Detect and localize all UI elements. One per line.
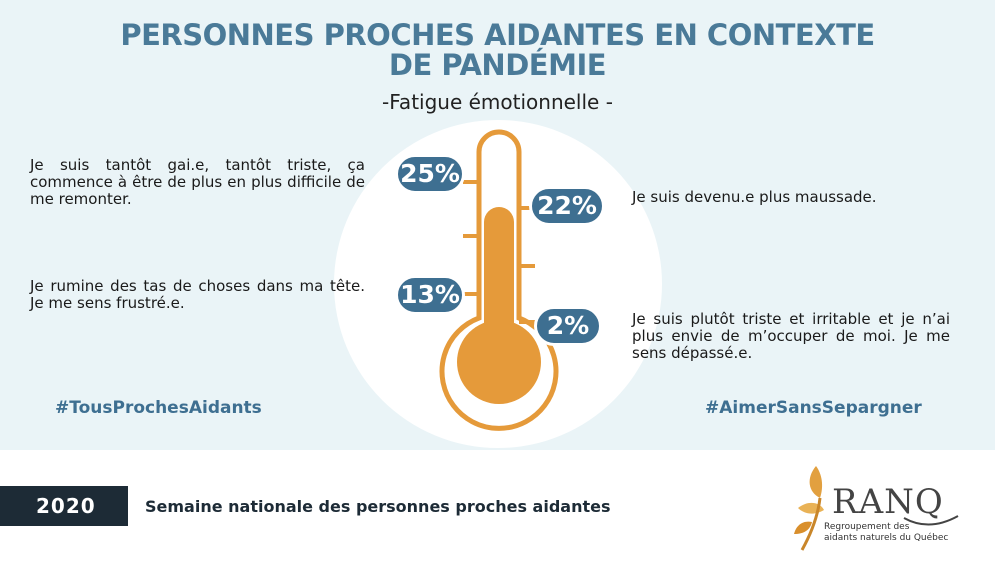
footer-text: Semaine nationale des personnes proches … (145, 497, 611, 516)
logo-sub-line-2: aidants naturels du Québec (824, 533, 949, 543)
percent-badge-22: 22% (529, 186, 605, 226)
item-text-25: Je suis tantôt gai.e, tantôt triste, ça … (30, 156, 365, 208)
title-line-1: PERSONNES PROCHES AIDANTES EN CONTEXTE (120, 18, 875, 52)
percent-badge-13: 13% (395, 275, 465, 315)
thermometer-icon (439, 129, 559, 431)
page-subtitle: -Fatigue émotionnelle - (382, 90, 613, 114)
item-text-2: Je suis plutôt triste et irritable et je… (632, 310, 950, 362)
ranq-logo: RANQ Regroupement des aidants naturels d… (790, 460, 970, 555)
item-text-22: Je suis devenu.e plus maussade. (632, 188, 877, 206)
percent-badge-25: 25% (395, 154, 465, 194)
item-text-13: Je rumine des tas de choses dans ma tête… (30, 277, 365, 312)
percent-badge-2: 2% (534, 306, 602, 346)
hashtag-left: #TousProchesAidants (55, 398, 262, 418)
logo-name: RANQ (832, 482, 944, 522)
title-line-2: DE PANDÉMIE (388, 48, 607, 82)
leaf-icon (794, 466, 824, 551)
hashtag-right: #AimerSansSepargner (705, 398, 922, 418)
logo-subtitle: Regroupement des aidants naturels du Qué… (824, 522, 948, 544)
year-badge: 2020 (0, 486, 128, 526)
logo-swash-icon (903, 515, 959, 526)
logo-sub-line-1: Regroupement des (824, 522, 910, 532)
page-title: PERSONNES PROCHES AIDANTES EN CONTEXTE D… (0, 20, 995, 80)
